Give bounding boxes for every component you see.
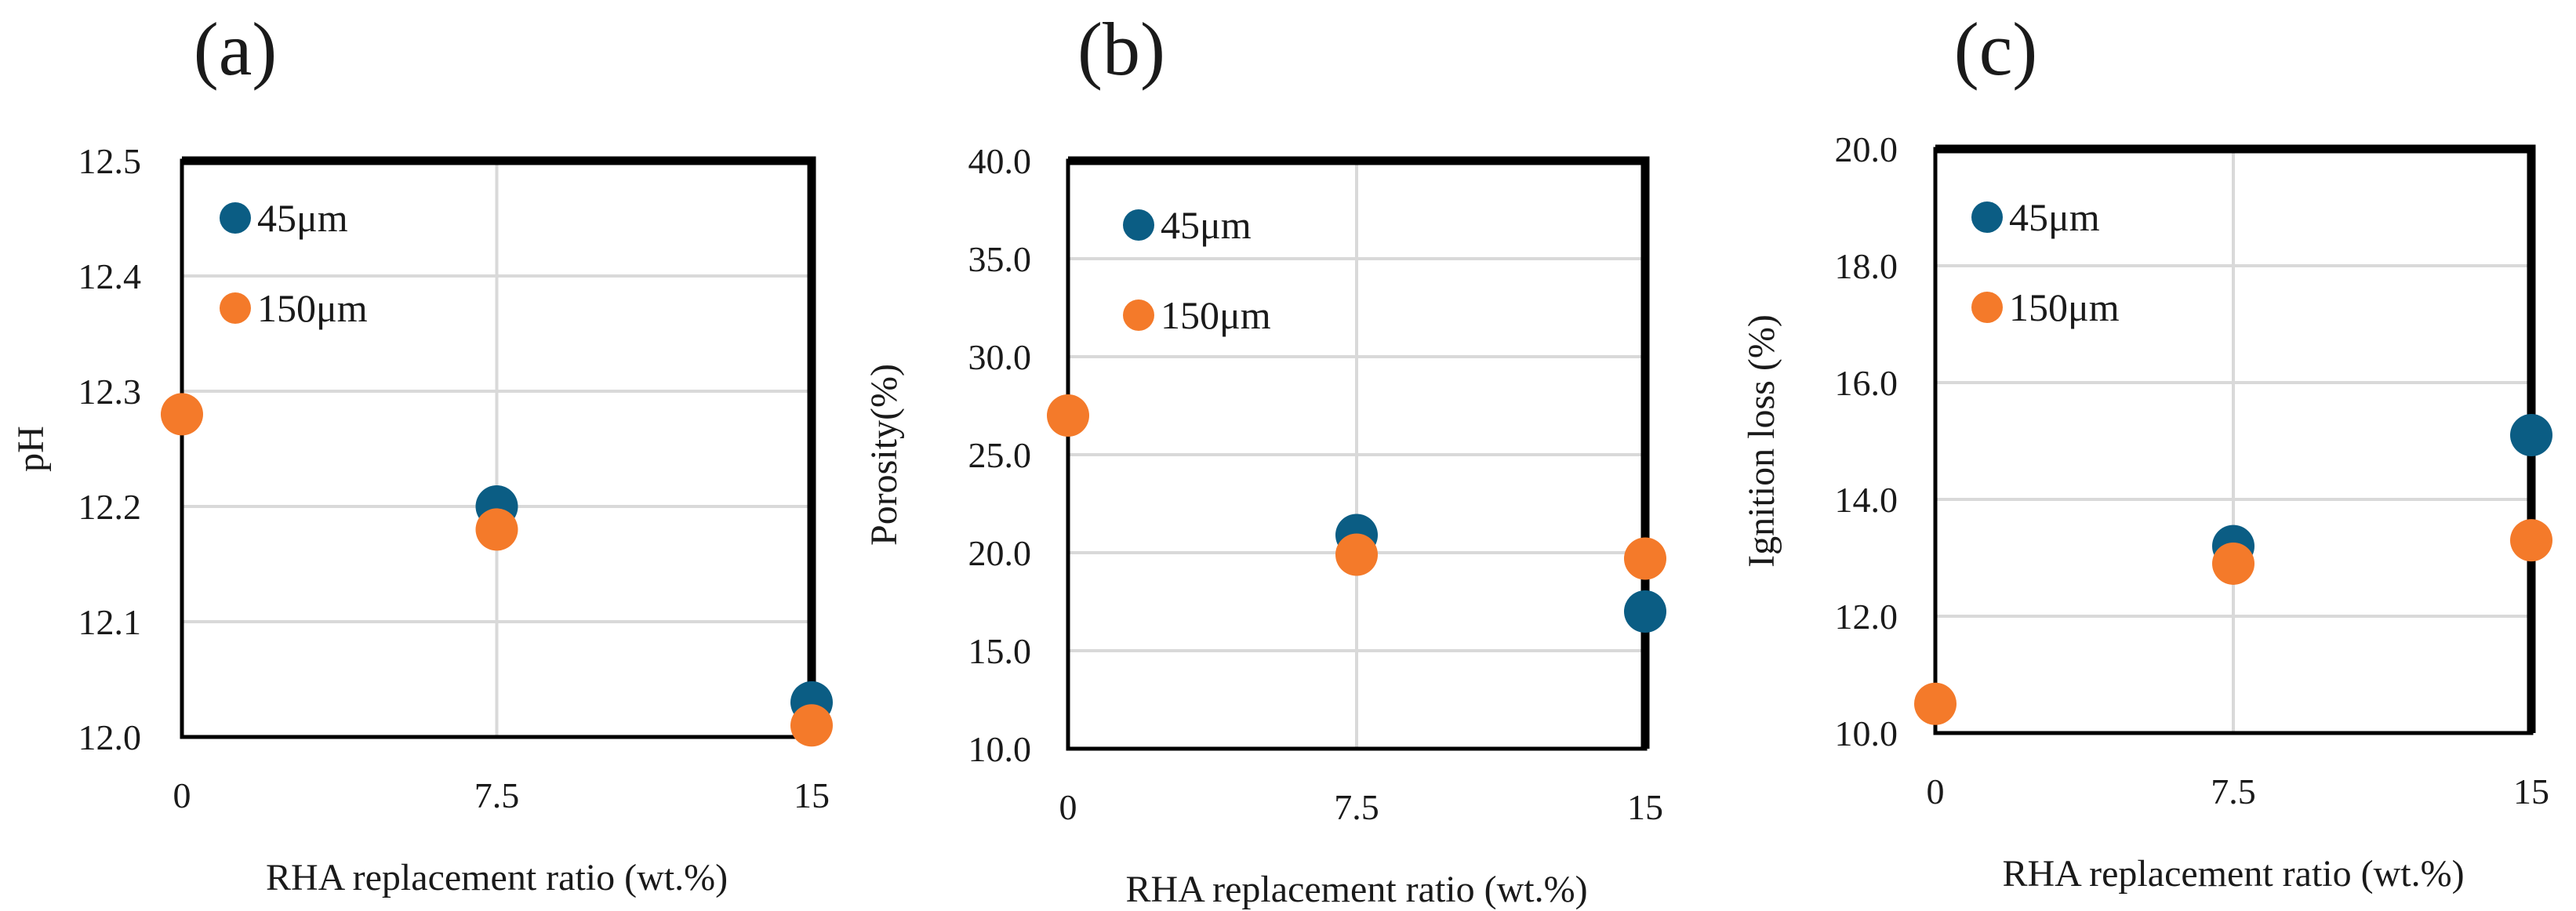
series-150um [161,393,833,747]
x-tick-label: 0 [1927,771,1945,811]
x-tick-label: 7.5 [1334,787,1379,827]
legend-label-45um: 45μm [1161,203,1252,247]
legend-marker-150um [1123,299,1154,331]
legend-marker-45um [1123,209,1154,241]
y-tick-label: 25.0 [968,435,1032,475]
x-axis-title: RHA replacement ratio (wt.%) [1125,869,1587,910]
chart-panel-2: (b) 10.0 15.0 20.0 25.0 30.0 35.0 40.0 0 7.5 15 RHA… [863,7,1666,910]
data-point [1335,533,1378,576]
x-axis-title: RHA replacement ratio (wt.%) [266,857,728,898]
legend-label-150um: 150μm [2009,285,2120,329]
data-point [1047,394,1089,437]
y-tick-label: 12.3 [78,372,142,412]
y-tick-label: 35.0 [968,239,1032,279]
y-tick-label: 12.0 [78,717,142,757]
data-point [790,704,833,747]
data-point [2510,414,2552,457]
y-tick-label: 12.2 [78,487,142,527]
x-tick-label: 0 [173,775,191,815]
legend-marker-45um [1971,201,2003,233]
data-point [1624,590,1666,633]
y-tick-label: 14.0 [1835,480,1898,520]
series-45um [475,485,833,724]
x-tick-label: 15 [2513,771,2549,811]
y-tick-label: 30.0 [968,337,1032,377]
x-tick-label: 15 [1627,787,1663,827]
series-45um [1335,514,1666,633]
data-point [1914,682,1957,725]
chart-panel-3: (c) 10.0 12.0 14.0 16.0 18.0 20.0 0 7.5 15 RHA rep… [1741,7,2552,895]
series-150um [1047,394,1666,580]
y-tick-label: 12.0 [1835,597,1898,637]
y-tick-label: 20.0 [968,533,1032,573]
data-point [475,508,518,551]
y-tick-label: 18.0 [1835,246,1898,286]
y-tick-label: 12.5 [78,141,142,181]
plot-frame-heavy-edge [182,156,816,737]
data-point [161,393,203,436]
y-tick-label: 12.1 [78,602,142,642]
legend-label-150um: 150μm [257,286,368,330]
panel-label: (b) [1077,7,1165,91]
legend-marker-150um [220,292,251,324]
y-axis-title: Porosity(%) [863,364,905,546]
x-tick-label: 7.5 [474,775,520,815]
legend-label-150um: 150μm [1161,293,1271,337]
x-tick-label: 7.5 [2211,771,2256,811]
chart-panel-1: (a) 12.0 12.1 12.2 12.3 12.4 12.5 0 7.5 15 RHA rep… [10,7,833,898]
legend-marker-45um [220,202,251,234]
x-tick-label: 0 [1059,787,1077,827]
y-tick-label: 10.0 [1835,713,1898,753]
series-45um [2212,414,2552,568]
y-tick-label: 12.4 [78,256,142,296]
legend-marker-150um [1971,292,2003,323]
panel-label: (a) [194,7,278,91]
y-tick-label: 20.0 [1835,129,1898,169]
x-axis-title: RHA replacement ratio (wt.%) [2002,853,2464,895]
data-point [1624,537,1666,580]
legend-label-45um: 45μm [257,196,348,240]
y-tick-label: 10.0 [968,729,1032,769]
legend-label-45um: 45μm [2009,195,2100,239]
y-axis-title: pH [10,426,52,472]
data-point [2212,542,2254,585]
panel-label: (c) [1954,7,2038,91]
y-tick-label: 15.0 [968,631,1032,671]
y-tick-label: 40.0 [968,141,1032,181]
x-tick-label: 15 [794,775,830,815]
series-150um [1914,519,2552,725]
data-point [2510,519,2552,562]
y-axis-title: Ignition loss (%) [1741,314,1782,568]
y-tick-label: 16.0 [1835,363,1898,403]
